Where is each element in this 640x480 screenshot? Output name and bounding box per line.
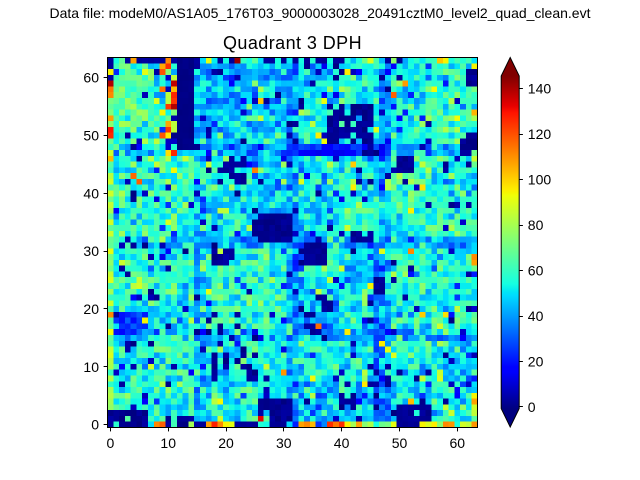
svg-text:0: 0 [528, 399, 536, 415]
svg-text:30: 30 [83, 243, 99, 259]
svg-text:10: 10 [83, 359, 99, 375]
svg-text:0: 0 [91, 417, 99, 433]
svg-text:Quadrant 3 DPH: Quadrant 3 DPH [223, 33, 362, 53]
svg-text:10: 10 [160, 435, 176, 451]
svg-text:50: 50 [392, 435, 408, 451]
svg-text:Data file: modeM0/AS1A05_176T0: Data file: modeM0/AS1A05_176T03_90000030… [50, 5, 591, 21]
svg-text:20: 20 [218, 435, 234, 451]
svg-text:40: 40 [528, 308, 544, 324]
svg-text:40: 40 [334, 435, 350, 451]
svg-text:30: 30 [276, 435, 292, 451]
svg-text:80: 80 [528, 217, 544, 233]
svg-text:20: 20 [528, 354, 544, 370]
svg-text:0: 0 [107, 435, 115, 451]
svg-text:100: 100 [528, 172, 552, 188]
svg-text:20: 20 [83, 301, 99, 317]
svg-text:60: 60 [450, 435, 466, 451]
svg-text:60: 60 [528, 263, 544, 279]
svg-text:140: 140 [528, 81, 552, 97]
svg-text:50: 50 [83, 128, 99, 144]
svg-text:60: 60 [83, 70, 99, 86]
svg-text:120: 120 [528, 126, 552, 142]
svg-text:40: 40 [83, 185, 99, 201]
